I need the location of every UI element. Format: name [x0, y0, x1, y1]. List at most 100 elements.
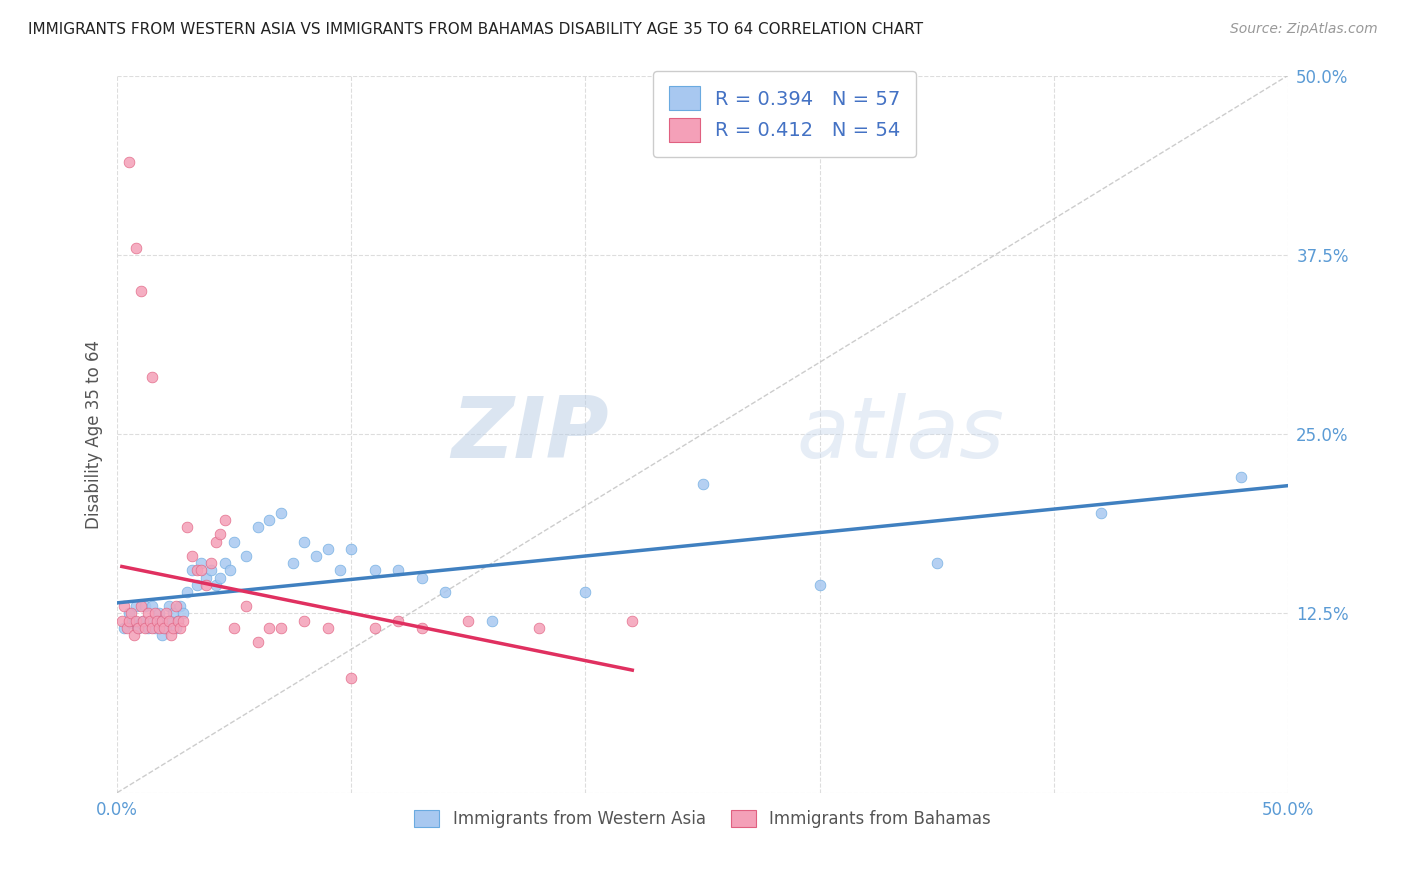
Point [112, 621, 135, 635]
Point [111, 614, 134, 628]
Point [139, 614, 162, 628]
Point [122, 628, 145, 642]
Point [162, 621, 184, 635]
Point [195, 577, 218, 591]
Point [155, 607, 177, 621]
Point [925, 556, 948, 570]
Point [118, 614, 141, 628]
Point [259, 513, 281, 527]
Point [186, 563, 208, 577]
Point [340, 671, 363, 685]
Point [364, 621, 387, 635]
Point [160, 614, 183, 628]
Text: Source: ZipAtlas.com: Source: ZipAtlas.com [1230, 22, 1378, 37]
Point [136, 621, 159, 635]
Point [167, 614, 190, 628]
Point [181, 549, 204, 563]
Point [270, 621, 292, 635]
Legend: Immigrants from Western Asia, Immigrants from Bahamas: Immigrants from Western Asia, Immigrants… [408, 803, 997, 835]
Point [411, 570, 433, 584]
Point [125, 241, 148, 255]
Point [157, 599, 180, 614]
Point [120, 607, 142, 621]
Point [165, 599, 187, 614]
Point [115, 621, 138, 635]
Point [190, 556, 212, 570]
Point [169, 621, 191, 635]
Point [165, 621, 187, 635]
Point [621, 614, 644, 628]
Point [235, 599, 257, 614]
Point [281, 556, 304, 570]
Point [139, 614, 162, 628]
Point [150, 614, 173, 628]
Point [364, 563, 387, 577]
Point [692, 477, 714, 491]
Point [132, 614, 155, 628]
Point [160, 628, 183, 642]
Point [294, 534, 316, 549]
Point [190, 563, 212, 577]
Point [270, 506, 292, 520]
Point [224, 621, 246, 635]
Point [246, 520, 269, 534]
Point [129, 284, 152, 298]
Point [1230, 470, 1253, 484]
Point [305, 549, 328, 563]
Point [112, 599, 135, 614]
Point [129, 599, 152, 614]
Point [574, 585, 596, 599]
Text: ZIP: ZIP [451, 392, 609, 475]
Point [808, 577, 831, 591]
Point [294, 614, 316, 628]
Point [146, 614, 169, 628]
Point [259, 621, 281, 635]
Point [433, 585, 456, 599]
Point [387, 563, 409, 577]
Point [148, 621, 170, 635]
Point [141, 599, 163, 614]
Point [224, 534, 246, 549]
Point [316, 621, 339, 635]
Point [153, 614, 176, 628]
Point [246, 635, 269, 649]
Point [122, 614, 145, 628]
Point [150, 628, 173, 642]
Point [125, 614, 148, 628]
Point [136, 607, 159, 621]
Point [235, 549, 257, 563]
Point [127, 621, 149, 635]
Point [1090, 506, 1112, 520]
Text: IMMIGRANTS FROM WESTERN ASIA VS IMMIGRANTS FROM BAHAMAS DISABILITY AGE 35 TO 64 : IMMIGRANTS FROM WESTERN ASIA VS IMMIGRAN… [28, 22, 924, 37]
Point [340, 541, 363, 556]
Point [153, 621, 176, 635]
Point [167, 614, 190, 628]
Point [204, 577, 226, 591]
Point [172, 607, 194, 621]
Point [127, 621, 149, 635]
Point [141, 621, 163, 635]
Point [120, 616, 142, 631]
Point [214, 513, 236, 527]
Point [200, 563, 222, 577]
Point [411, 621, 433, 635]
Y-axis label: Disability Age 35 to 64: Disability Age 35 to 64 [86, 340, 103, 529]
Point [329, 563, 352, 577]
Point [209, 527, 232, 541]
Point [176, 520, 198, 534]
Point [155, 621, 177, 635]
Point [172, 614, 194, 628]
Point [316, 541, 339, 556]
Point [200, 556, 222, 570]
Point [146, 614, 169, 628]
Point [129, 616, 152, 631]
Point [481, 614, 503, 628]
Point [118, 607, 141, 621]
Point [143, 621, 166, 635]
Point [134, 621, 156, 635]
Point [157, 614, 180, 628]
Point [162, 607, 184, 621]
Point [214, 556, 236, 570]
Point [527, 621, 550, 635]
Point [195, 570, 218, 584]
